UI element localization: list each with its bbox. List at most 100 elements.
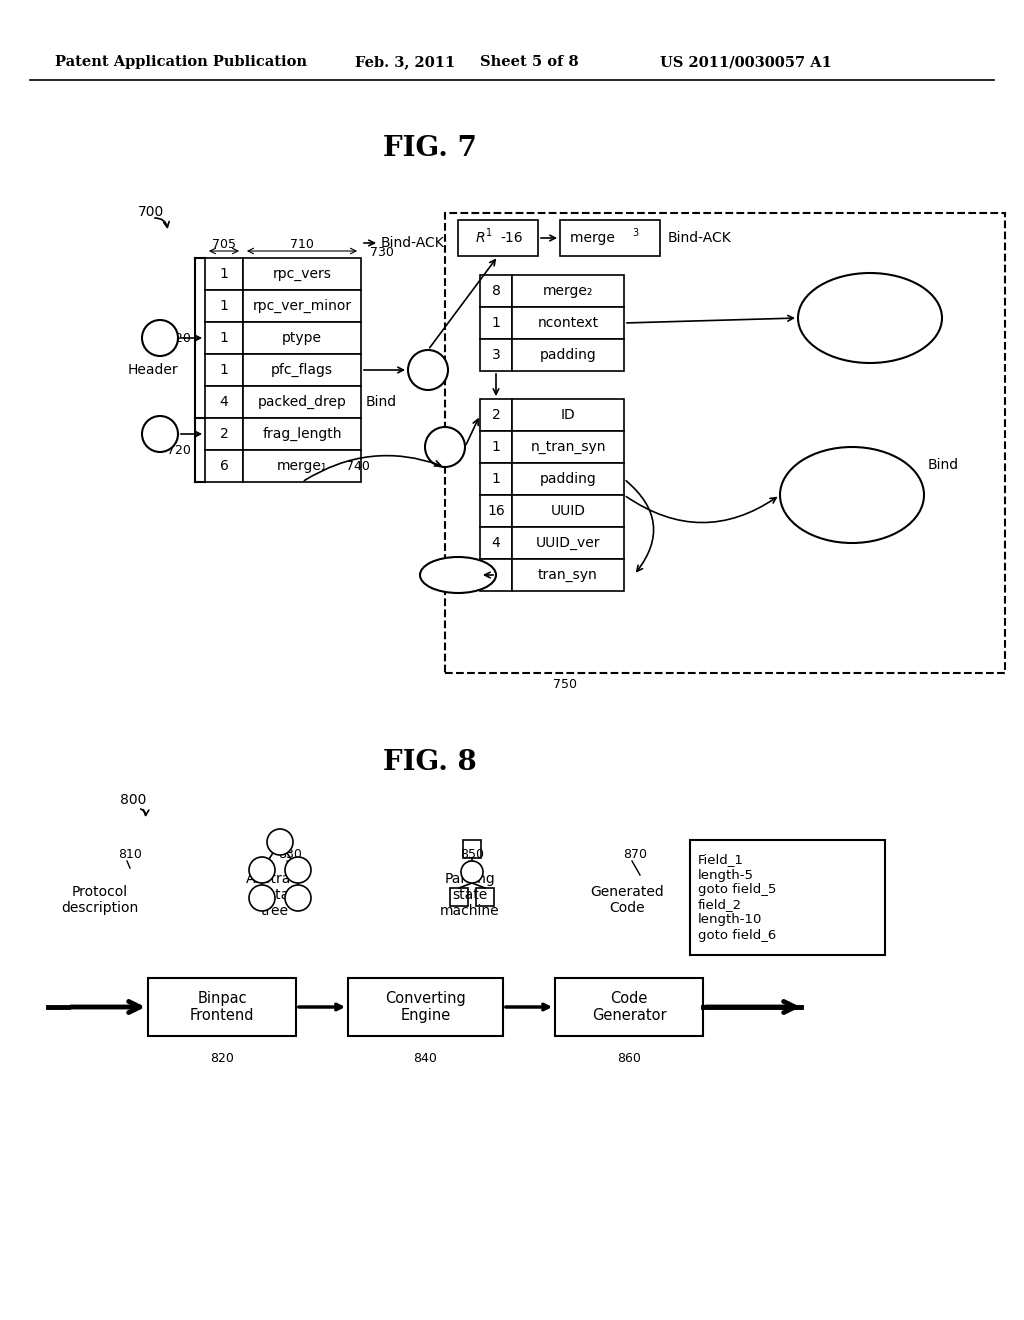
Text: Bind: Bind	[366, 395, 397, 409]
Text: Parsing
state
machine: Parsing state machine	[440, 871, 500, 919]
Text: frag_length: frag_length	[262, 426, 342, 441]
Bar	[458, 220, 538, 256]
Text: 20*R: 20*R	[437, 569, 468, 582]
Text: UUID: UUID	[551, 504, 586, 517]
Text: packed_drep: packed_drep	[258, 395, 346, 409]
Text: 850: 850	[460, 849, 484, 862]
Text: 860: 860	[617, 1052, 641, 1064]
Ellipse shape	[420, 557, 496, 593]
Text: 1: 1	[492, 440, 501, 454]
Bar	[512, 399, 624, 432]
Text: 870: 870	[623, 849, 647, 862]
Text: Header: Header	[128, 363, 178, 378]
Circle shape	[408, 350, 449, 389]
Text: tran_syn: tran_syn	[539, 568, 598, 582]
Bar	[205, 322, 243, 354]
Text: 700: 700	[138, 205, 164, 219]
Ellipse shape	[798, 273, 942, 363]
Circle shape	[285, 857, 311, 883]
Text: Converting
Engine: Converting Engine	[385, 991, 466, 1023]
Text: 6: 6	[219, 459, 228, 473]
Text: 2: 2	[849, 469, 856, 479]
Text: 2: 2	[840, 495, 846, 506]
Bar	[205, 257, 243, 290]
Text: 810: 810	[118, 849, 142, 862]
Text: 4: 4	[492, 536, 501, 550]
Bar	[480, 558, 512, 591]
Text: FIG. 8: FIG. 8	[383, 748, 477, 776]
Bar	[512, 527, 624, 558]
Text: 800: 800	[120, 793, 146, 807]
Bar	[690, 840, 885, 954]
Text: ++: ++	[857, 474, 883, 490]
Bar	[560, 220, 660, 256]
Bar	[476, 888, 494, 906]
Text: R: R	[838, 300, 847, 314]
Bar	[555, 978, 703, 1036]
Circle shape	[285, 884, 311, 911]
Text: merge₂: merge₂	[543, 284, 593, 298]
Circle shape	[142, 319, 178, 356]
Bar	[512, 558, 624, 591]
Text: R: R	[831, 474, 843, 490]
Text: Bind: Bind	[928, 458, 959, 473]
Text: 16: 16	[487, 504, 505, 517]
Text: 1: 1	[492, 473, 501, 486]
Text: 720: 720	[167, 331, 191, 345]
Bar	[480, 308, 512, 339]
Bar	[480, 275, 512, 308]
Text: R: R	[838, 323, 847, 338]
Text: Patent Application Publication: Patent Application Publication	[55, 55, 307, 69]
Bar	[348, 978, 503, 1036]
Bar	[480, 432, 512, 463]
Text: rpc_ver_minor: rpc_ver_minor	[253, 298, 351, 313]
Text: 830: 830	[278, 849, 302, 862]
Bar	[480, 495, 512, 527]
Bar	[205, 385, 243, 418]
Bar	[512, 339, 624, 371]
Text: Field_1
length-5
goto field_5
field_2
length-10
goto field_6: Field_1 length-5 goto field_5 field_2 le…	[698, 854, 776, 941]
Bar	[450, 888, 468, 906]
Text: 1: 1	[166, 424, 172, 434]
Text: R: R	[420, 363, 430, 378]
Text: -16: -16	[500, 231, 522, 246]
Text: 840: 840	[414, 1052, 437, 1064]
Text: 3: 3	[492, 348, 501, 362]
Circle shape	[461, 861, 483, 883]
Bar	[148, 978, 296, 1036]
Text: UUID_ver: UUID_ver	[536, 536, 600, 550]
Bar	[243, 354, 361, 385]
Bar	[205, 450, 243, 482]
Text: 4: 4	[480, 566, 486, 576]
Circle shape	[267, 829, 293, 855]
Bar	[445, 213, 1005, 673]
Bar	[512, 275, 624, 308]
Text: 820: 820	[210, 1052, 233, 1064]
Bar	[243, 290, 361, 322]
Text: 1: 1	[486, 228, 493, 238]
Bar	[243, 385, 361, 418]
Circle shape	[249, 857, 275, 883]
Bar	[205, 418, 243, 450]
Text: 3: 3	[852, 318, 858, 327]
Bar	[243, 450, 361, 482]
Text: ← 0: ← 0	[860, 300, 885, 314]
Text: 1: 1	[492, 315, 501, 330]
Text: 2: 2	[852, 294, 858, 304]
Bar	[243, 322, 361, 354]
Text: 8: 8	[492, 284, 501, 298]
Bar	[512, 308, 624, 339]
Bar	[463, 840, 481, 858]
Text: rpc_vers: rpc_vers	[272, 267, 332, 281]
Bar	[512, 432, 624, 463]
Text: ≤ R: ≤ R	[847, 502, 872, 515]
Bar	[243, 418, 361, 450]
Text: pfc_flags: pfc_flags	[271, 363, 333, 378]
Text: ptype: ptype	[282, 331, 322, 345]
Text: R: R	[152, 426, 163, 441]
Circle shape	[142, 416, 178, 451]
Text: 0: 0	[433, 360, 440, 370]
Text: Bind-ACK: Bind-ACK	[668, 231, 732, 246]
Text: merge: merge	[570, 231, 620, 246]
Text: Feb. 3, 2011: Feb. 3, 2011	[355, 55, 456, 69]
